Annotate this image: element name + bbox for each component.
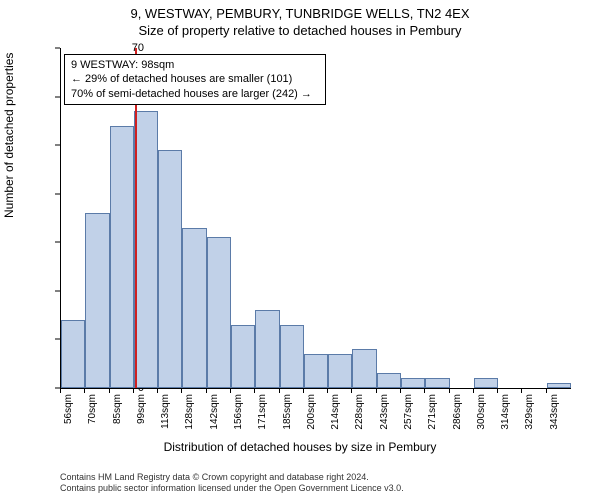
x-tick-label: 243sqm xyxy=(379,394,390,430)
x-tick-label: 56sqm xyxy=(63,394,74,424)
x-tick-label: 314sqm xyxy=(500,394,511,430)
histogram-bar xyxy=(280,325,304,388)
histogram-bar xyxy=(352,349,376,388)
x-tick-label: 228sqm xyxy=(354,394,365,430)
x-tick-label: 70sqm xyxy=(87,394,98,424)
footnote-line-1: Contains HM Land Registry data © Crown c… xyxy=(60,472,404,483)
x-tick-label: 200sqm xyxy=(306,394,317,430)
histogram-bar xyxy=(255,310,279,388)
histogram-bar xyxy=(182,228,206,388)
chart-container: 9, WESTWAY, PEMBURY, TUNBRIDGE WELLS, TN… xyxy=(0,0,600,500)
histogram-bar xyxy=(547,383,571,388)
x-tick-label: 343sqm xyxy=(549,394,560,430)
x-tick-label: 214sqm xyxy=(330,394,341,430)
chart-title-main: 9, WESTWAY, PEMBURY, TUNBRIDGE WELLS, TN… xyxy=(0,0,600,21)
x-tick-label: 171sqm xyxy=(257,394,268,430)
x-tick-label: 156sqm xyxy=(233,394,244,430)
x-tick-label: 85sqm xyxy=(112,394,123,424)
x-tick-label: 142sqm xyxy=(209,394,220,430)
histogram-bar xyxy=(207,237,231,388)
x-tick-label: 286sqm xyxy=(452,394,463,430)
annotation-line-1: 9 WESTWAY: 98sqm xyxy=(71,58,319,72)
x-tick-label: 113sqm xyxy=(160,394,171,429)
x-tick-label: 185sqm xyxy=(282,394,293,430)
histogram-bar xyxy=(474,378,498,388)
histogram-bar xyxy=(377,373,401,388)
chart-title-sub: Size of property relative to detached ho… xyxy=(0,21,600,38)
histogram-bar xyxy=(61,320,85,388)
x-tick-label: 300sqm xyxy=(476,394,487,430)
y-axis-label: Number of detached properties xyxy=(2,53,16,218)
x-tick-label: 271sqm xyxy=(427,394,438,430)
histogram-bar xyxy=(110,126,134,388)
histogram-bar xyxy=(328,354,352,388)
x-axis-label: Distribution of detached houses by size … xyxy=(0,440,600,454)
annotation-line-3: 70% of semi-detached houses are larger (… xyxy=(71,87,319,101)
histogram-bar xyxy=(304,354,328,388)
x-tick-label: 257sqm xyxy=(403,394,414,430)
histogram-bar xyxy=(85,213,109,388)
x-tick-label: 329sqm xyxy=(524,394,535,430)
histogram-bar xyxy=(134,111,158,388)
annotation-line-2: ← 29% of detached houses are smaller (10… xyxy=(71,72,319,86)
footnote: Contains HM Land Registry data © Crown c… xyxy=(60,472,404,494)
histogram-bar xyxy=(425,378,449,388)
footnote-line-2: Contains public sector information licen… xyxy=(60,483,404,494)
x-tick-label: 99sqm xyxy=(136,394,147,424)
annotation-box: 9 WESTWAY: 98sqm ← 29% of detached house… xyxy=(64,54,326,105)
histogram-bar xyxy=(158,150,182,388)
histogram-bar xyxy=(231,325,255,388)
x-tick-label: 128sqm xyxy=(184,394,195,430)
histogram-bar xyxy=(401,378,425,388)
